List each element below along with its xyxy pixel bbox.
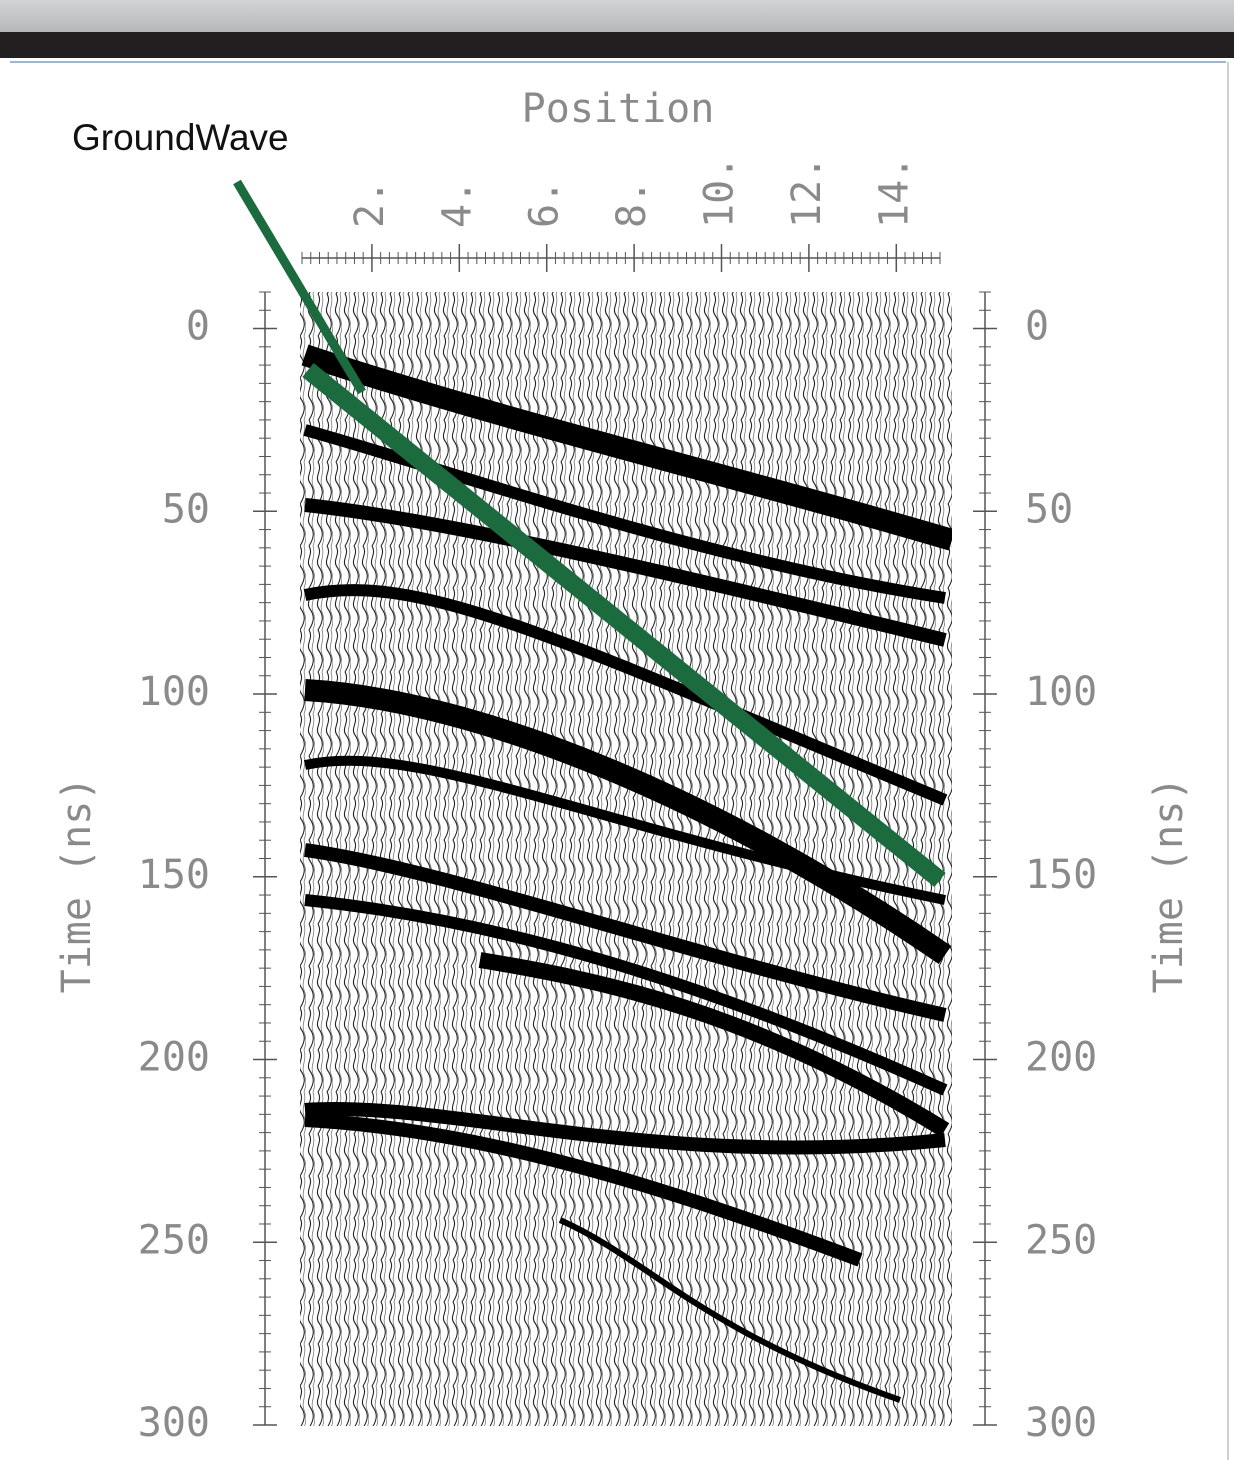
y-tick-label-right: 200 xyxy=(1025,1035,1097,1081)
x-tick-label: 6. xyxy=(522,180,568,228)
wiggle-traces xyxy=(300,292,952,1426)
title-bar xyxy=(0,32,1234,58)
x-tick-label: 8. xyxy=(609,180,655,228)
x-tick-label: 14. xyxy=(871,156,917,228)
y-tick-label-right: 300 xyxy=(1025,1400,1097,1446)
annotation: GroundWave xyxy=(72,117,946,888)
window-bar xyxy=(0,0,1234,32)
y-tick-label-right: 250 xyxy=(1025,1217,1097,1263)
groundwave-line xyxy=(302,362,946,888)
x-tick-label: 12. xyxy=(784,156,830,228)
y-tick-label-right: 150 xyxy=(1025,852,1097,898)
x-tick-label: 2. xyxy=(347,180,393,228)
y-tick-label-right: 100 xyxy=(1025,669,1097,715)
y-tick-label: 0 xyxy=(186,304,210,350)
annotation-pointer xyxy=(233,179,366,395)
x-tick-label: 4. xyxy=(434,180,480,228)
x-tick-label: 10. xyxy=(697,156,743,228)
y-tick-label: 250 xyxy=(138,1217,210,1263)
x-axis-title: Position xyxy=(522,86,715,132)
y-tick-label: 50 xyxy=(162,486,210,532)
y-tick-label-right: 50 xyxy=(1025,486,1073,532)
reflectors xyxy=(301,344,952,1403)
y-tick-label: 150 xyxy=(138,852,210,898)
y-axis-title-right: Time (ns) xyxy=(1146,777,1192,994)
y-tick-label: 300 xyxy=(138,1400,210,1446)
y-tick-label: 100 xyxy=(138,669,210,715)
y-tick-label-right: 0 xyxy=(1025,304,1049,350)
radargram xyxy=(300,292,952,1426)
y-tick-label: 200 xyxy=(138,1035,210,1081)
y-axis-title: Time (ns) xyxy=(54,777,100,994)
annotation-text: GroundWave xyxy=(72,117,289,158)
